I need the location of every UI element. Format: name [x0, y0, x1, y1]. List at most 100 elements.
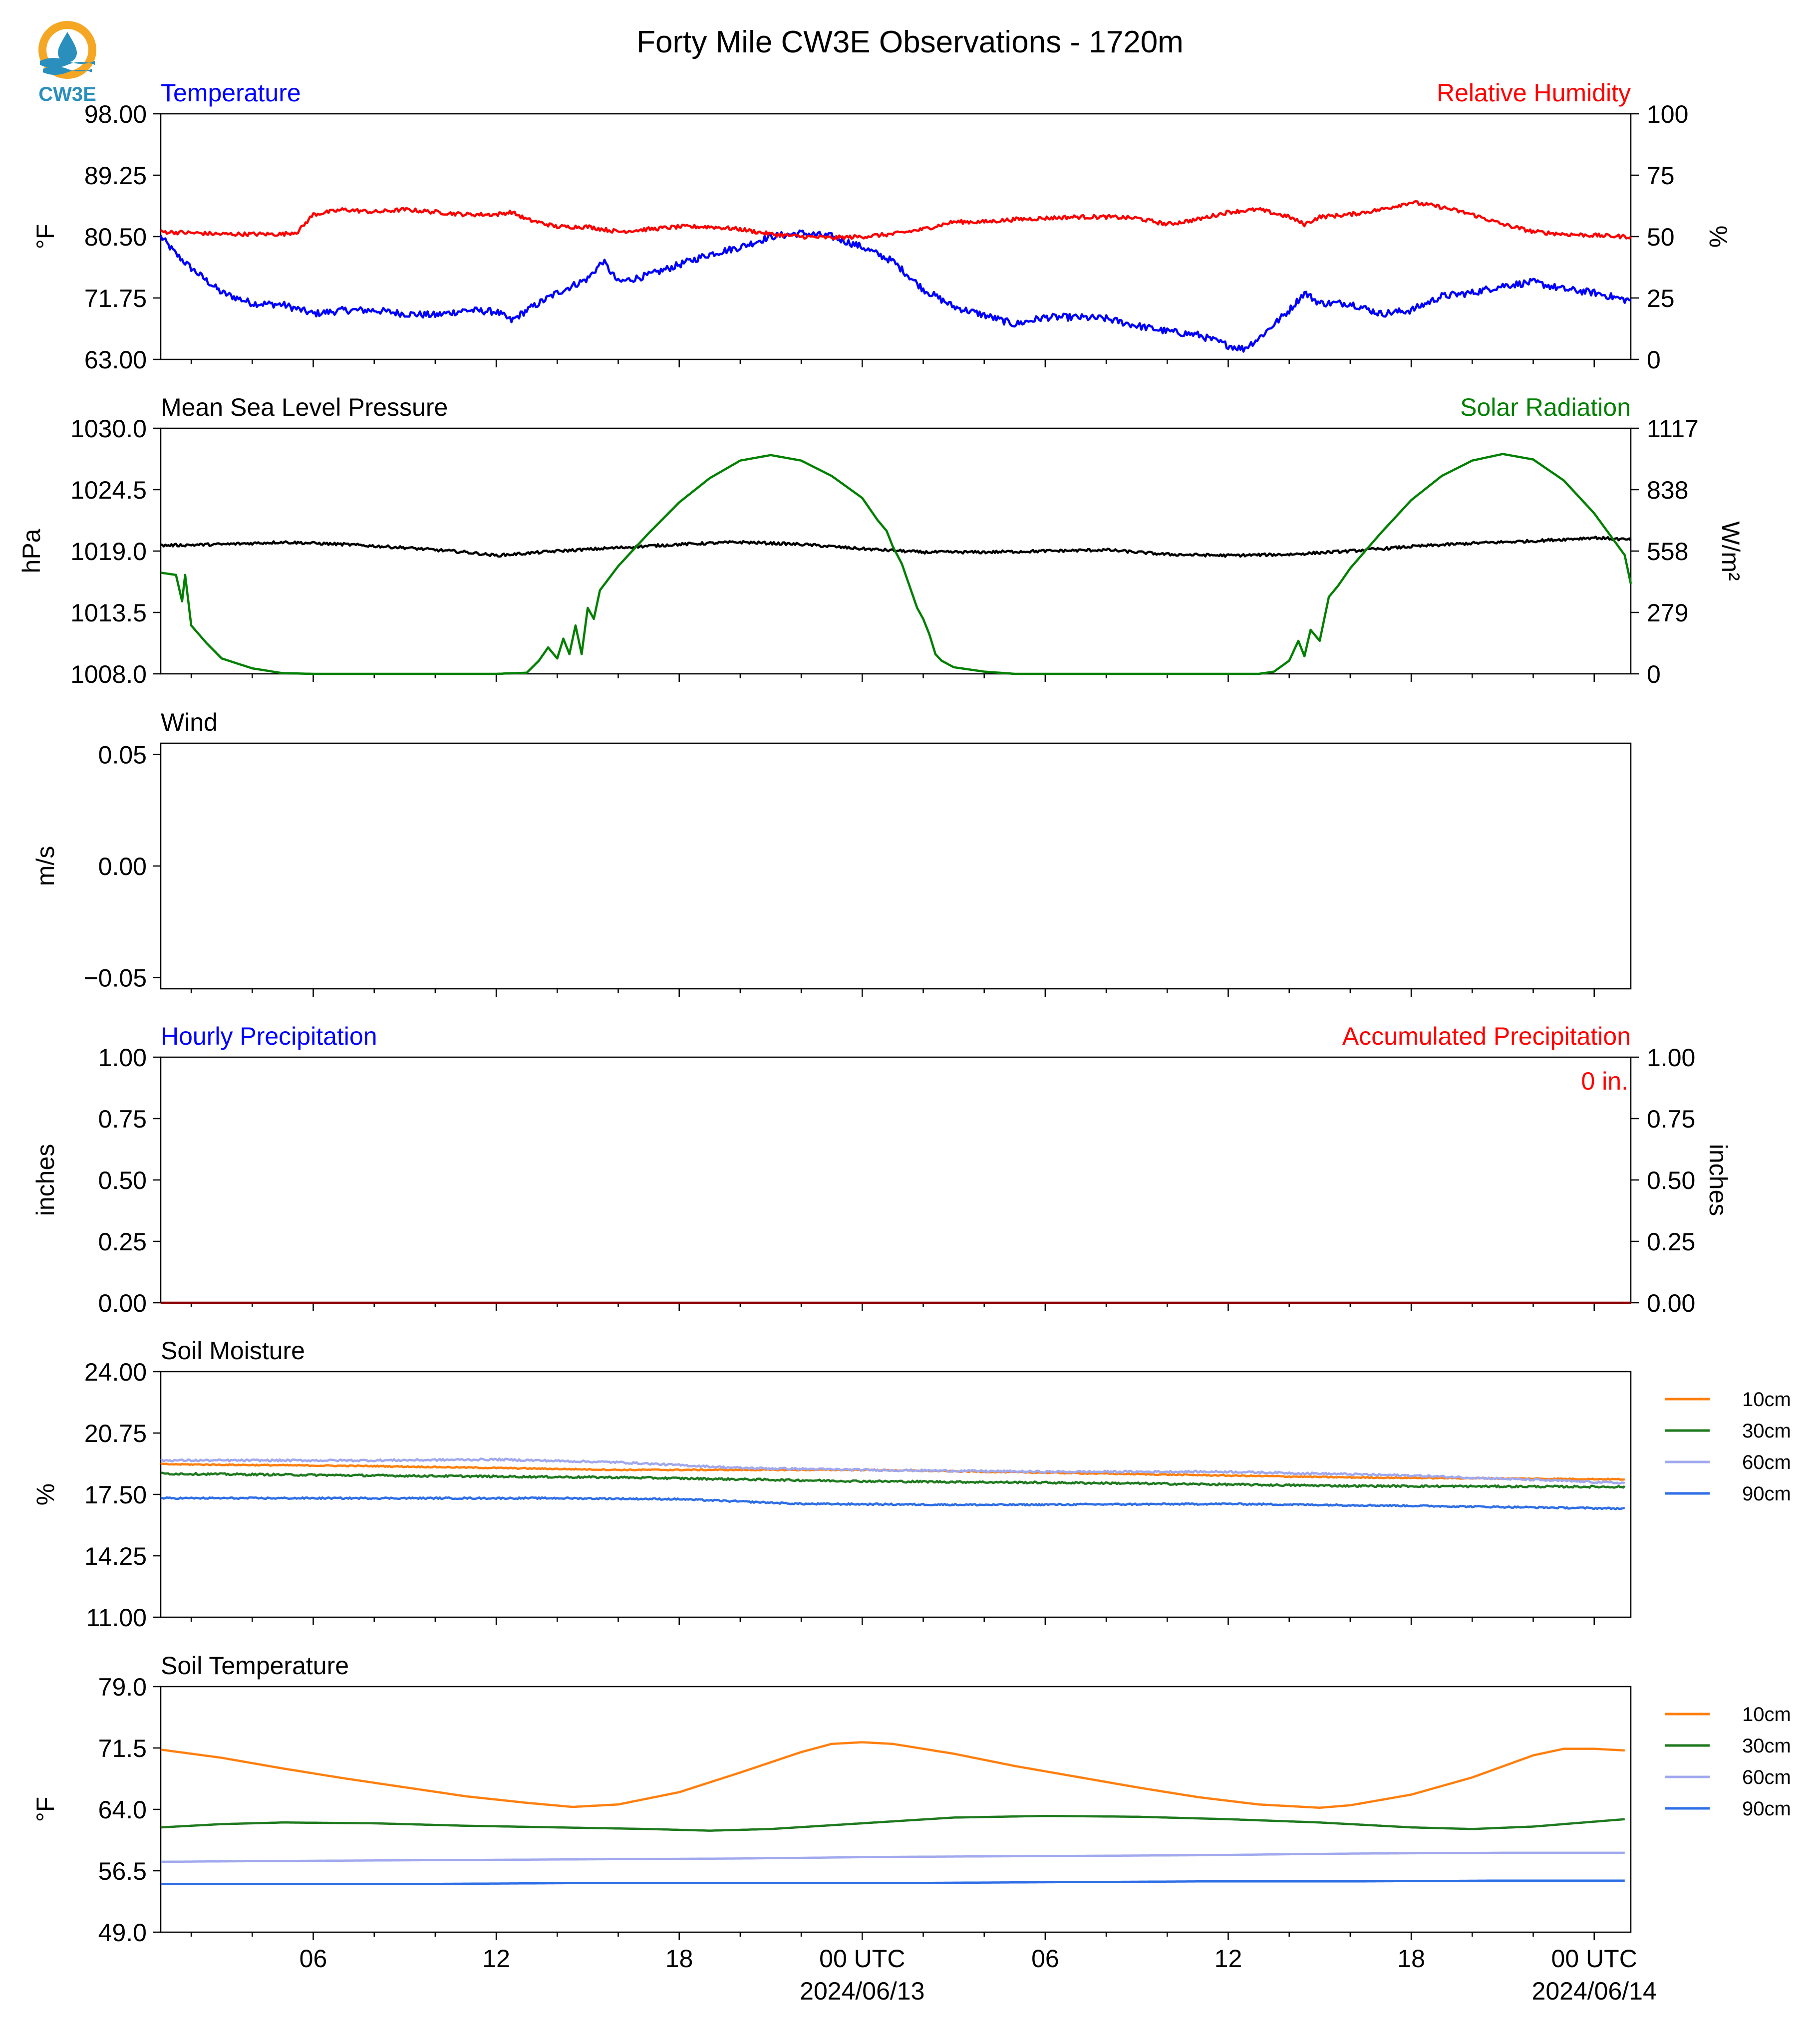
panel-2: Mean Sea Level Pressure Solar Radiation 10… [17, 393, 1745, 688]
y-tick-label: 80.50 [84, 223, 147, 251]
y-tick-label: 0.00 [98, 853, 147, 880]
x-tick-date-label: 2024/06/14 [1532, 1977, 1657, 2005]
y2-tick-label: 0 [1647, 660, 1661, 688]
series-line-30cm [160, 1814, 1625, 1832]
y-tick-label: 0.05 [98, 741, 147, 769]
y-tick-label: 1013.5 [70, 599, 147, 627]
plot-frame [160, 1371, 1632, 1618]
series-line-90cm [160, 1496, 1625, 1510]
panel-title-right: Relative Humidity [1437, 79, 1631, 107]
y2-tick-label: 0 [1647, 346, 1661, 374]
y-axis-label: °F [31, 1797, 59, 1822]
y-tick-label: 79.0 [98, 1673, 147, 1701]
y-axis-label: hPa [17, 529, 45, 573]
y2-tick-label: 25 [1647, 285, 1675, 312]
legend-label: 10cm [1742, 1704, 1791, 1726]
plot-frame [160, 113, 1632, 360]
cw3e-logo: CW3E [30, 15, 110, 105]
y2-tick-label: 558 [1647, 538, 1688, 566]
y-tick-label: 1024.5 [70, 476, 147, 504]
y-tick-label: 17.50 [84, 1481, 147, 1509]
y2-tick-label: 0.00 [1647, 1289, 1695, 1317]
y-tick-label: 49.0 [98, 1919, 147, 1947]
y2-axis-label: % [1704, 226, 1732, 248]
y-axis-label: °F [31, 224, 59, 250]
plot-frame [160, 1686, 1632, 1933]
y-tick-label: 24.00 [84, 1358, 147, 1386]
cw3e-drop-logo-icon: CW3E [38, 21, 96, 105]
x-tick-label: 00 UTC [1551, 1945, 1637, 1973]
x-tick-label: 12 [1214, 1945, 1242, 1973]
panel-6: Soil Temperature 49.0 56.5 64.0 71.5 79.0 °F 06… [31, 1652, 1791, 2005]
legend-label: 90cm [1742, 1483, 1791, 1505]
series-line-2 [160, 453, 1632, 675]
x-tick-label: 12 [482, 1945, 510, 1973]
y-tick-label: 1030.0 [70, 415, 147, 443]
x-tick-date-label: 2024/06/13 [800, 1977, 924, 2005]
figure-title: Forty Mile CW3E Observations - 1720m [636, 25, 1184, 59]
y-tick-label: 0.50 [98, 1166, 147, 1194]
y-tick-label: −0.05 [83, 964, 147, 992]
series-line-10cm [160, 1462, 1625, 1481]
x-tick-label: 18 [1397, 1945, 1425, 1973]
series-line-30cm [160, 1471, 1626, 1489]
legend-label: 90cm [1742, 1798, 1791, 1820]
x-tick-label: 06 [1031, 1945, 1059, 1973]
x-tick-label: 06 [300, 1945, 327, 1973]
legend-label: 60cm [1742, 1766, 1791, 1788]
y-tick-label: 56.5 [98, 1857, 147, 1885]
y2-tick-label: 1117 [1647, 415, 1699, 443]
y2-tick-label: 1.00 [1647, 1044, 1695, 1072]
y-tick-label: 1019.0 [70, 538, 147, 566]
y-tick-label: 14.25 [84, 1542, 147, 1570]
y-axis-label: m/s [31, 846, 59, 886]
series-line-90cm [161, 1879, 1625, 1885]
series-line-2 [160, 200, 1632, 241]
y2-tick-label: 0.75 [1647, 1105, 1695, 1133]
y-tick-label: 71.5 [98, 1735, 147, 1762]
legend-label: 30cm [1742, 1420, 1791, 1442]
y-tick-label: 89.25 [84, 162, 147, 190]
panel-title-left: Temperature [161, 79, 301, 107]
series-line-10cm [160, 1741, 1625, 1809]
y2-tick-label: 0.25 [1647, 1228, 1695, 1256]
legend-label: 60cm [1742, 1451, 1791, 1473]
y-tick-label: 64.0 [98, 1796, 147, 1824]
y-tick-label: 0.00 [98, 1289, 147, 1317]
panel-title-left: Wind [161, 708, 218, 736]
series-line-1 [159, 229, 1631, 353]
panel-title-left: Hourly Precipitation [161, 1022, 377, 1050]
panel-title-right: Accumulated Precipitation [1342, 1022, 1631, 1050]
y2-tick-label: 50 [1647, 223, 1675, 251]
series-line-60cm [160, 1851, 1625, 1863]
y2-tick-label: 279 [1647, 599, 1688, 627]
y-tick-label: 98.00 [84, 100, 147, 128]
y-tick-label: 11.00 [86, 1604, 147, 1632]
y-tick-label: 1.00 [98, 1044, 147, 1072]
y-tick-label: 20.75 [84, 1420, 147, 1448]
legend-label: 10cm [1742, 1389, 1791, 1411]
panel-5: Soil Moisture 11.00 14.25 17.50 20.75 24.00% 1… [31, 1337, 1791, 1632]
series-line-60cm [160, 1457, 1625, 1485]
y-tick-label: 63.00 [84, 346, 147, 374]
y2-tick-label: 75 [1647, 162, 1675, 190]
y2-axis-label: W/m² [1717, 521, 1745, 580]
panel-title-left: Soil Moisture [161, 1337, 305, 1365]
panel-title-right: Solar Radiation [1460, 393, 1631, 421]
y2-axis-label: inches [1704, 1144, 1732, 1216]
plot-frame [160, 742, 1632, 990]
y-axis-label: % [31, 1483, 59, 1505]
panel-title-left: Soil Temperature [161, 1652, 349, 1680]
plot-frame [160, 1056, 1632, 1304]
legend-label: 30cm [1742, 1735, 1791, 1757]
x-tick-label: 00 UTC [819, 1945, 905, 1973]
y2-tick-label: 0.50 [1647, 1166, 1695, 1194]
y-tick-label: 71.75 [84, 285, 147, 312]
logo-text: CW3E [38, 83, 96, 105]
y-tick-label: 0.75 [98, 1105, 147, 1133]
panel-title-left: Mean Sea Level Pressure [161, 393, 448, 421]
accumulated-precip-annotation: 0 in. [1581, 1067, 1628, 1095]
panel-3: Wind −0.05 0.00 0.05 m/s [31, 708, 1632, 997]
